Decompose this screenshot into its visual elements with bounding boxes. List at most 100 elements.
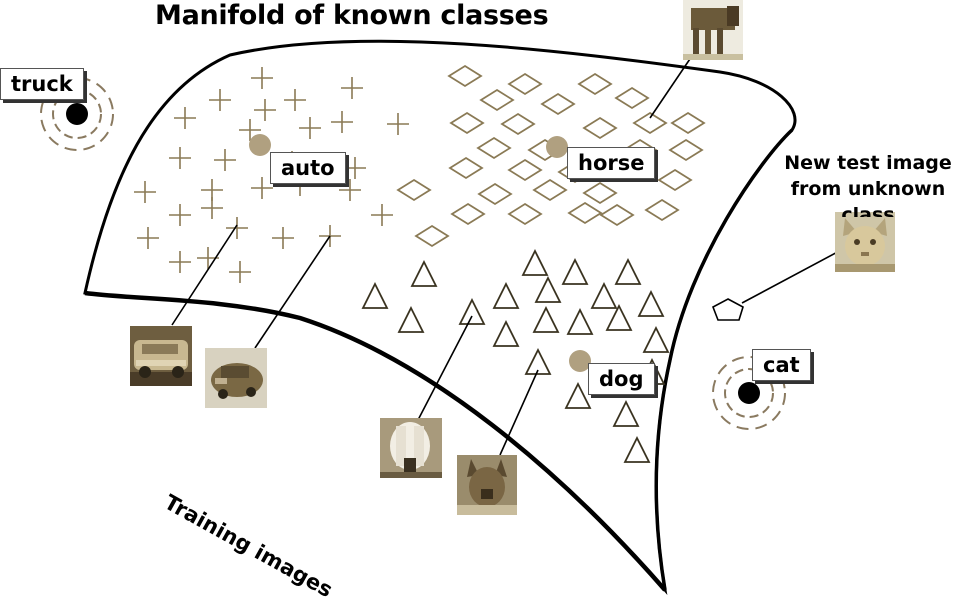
dog-photo-icon	[457, 455, 517, 515]
auto-sample-marker	[201, 197, 223, 219]
horse-sample-marker	[500, 112, 536, 136]
new-test-image-label: New test image from unknown class	[775, 150, 958, 217]
dog-sample-marker	[492, 319, 520, 347]
auto-markers	[134, 67, 409, 283]
dog-sample-marker	[623, 435, 651, 463]
new-test-line-1: New test image	[784, 152, 952, 174]
dog-sample-marker	[637, 289, 665, 317]
horse-sample-marker	[507, 72, 543, 96]
dog-sample-marker	[642, 325, 670, 353]
auto-sample-marker	[174, 107, 196, 129]
auto-sample-marker	[239, 119, 261, 141]
label-auto: auto	[270, 152, 346, 184]
dog-sample-marker	[561, 257, 589, 285]
dog-sample-marker	[458, 297, 486, 325]
auto-sample-marker	[344, 157, 366, 179]
dog-sample-marker	[534, 275, 562, 303]
auto-sample-marker	[299, 117, 321, 139]
auto-sample-marker	[169, 204, 191, 226]
horse-sample-marker	[614, 86, 650, 110]
horse-sample-marker	[540, 92, 576, 116]
dog-thumbnail-1	[380, 418, 442, 478]
new-test-line-2: from unknown	[790, 178, 946, 200]
horse-thumbnail	[683, 0, 743, 60]
auto-sample-marker	[169, 251, 191, 273]
horse-sample-marker	[479, 88, 515, 112]
manifold-front-edge	[84, 290, 667, 592]
auto-sample-marker	[254, 99, 276, 121]
horse-sample-marker	[450, 202, 486, 226]
horse-markers	[396, 64, 706, 248]
horse-sample-marker	[670, 111, 706, 135]
horse-sample-marker	[582, 116, 618, 140]
dog-sample-marker	[397, 305, 425, 333]
horse-sample-marker	[449, 111, 485, 135]
test-sample-pentagon	[711, 298, 744, 321]
dog-sample-marker	[566, 307, 594, 335]
dog-sample-marker	[614, 257, 642, 285]
auto-sample-marker	[371, 204, 393, 226]
dog-sample-marker	[532, 305, 560, 333]
horse-sample-marker	[577, 72, 613, 96]
label-dog: dog	[588, 363, 655, 395]
auto-thumbnail-2	[205, 348, 267, 408]
connector-unknown	[741, 247, 846, 304]
dog-sample-marker	[612, 399, 640, 427]
auto-sample-marker	[137, 227, 159, 249]
new-test-line-3: class	[841, 204, 895, 217]
horse-sample-marker	[644, 198, 680, 222]
dog-sample-marker	[590, 281, 618, 309]
horse-sample-marker	[396, 178, 432, 202]
auto-sample-marker	[134, 181, 156, 203]
auto-sample-marker	[214, 149, 236, 171]
dog-sample-marker	[564, 381, 592, 409]
auto-sample-marker	[387, 113, 409, 135]
cat-photo-icon	[835, 212, 895, 272]
horse-sample-marker	[477, 182, 513, 206]
auto-sample-marker	[209, 89, 231, 111]
car-photo-icon	[205, 348, 267, 408]
unknown-thumbnail	[835, 212, 895, 272]
dog-photo-icon	[380, 418, 442, 478]
horse-sample-marker	[599, 203, 635, 227]
horse-sample-marker	[476, 136, 512, 160]
auto-sample-marker	[339, 179, 361, 201]
horse-sample-marker	[507, 158, 543, 182]
auto-sample-marker	[169, 147, 191, 169]
dog-sample-marker	[524, 347, 552, 375]
horse-sample-marker	[507, 202, 543, 226]
auto-sample-marker	[251, 177, 273, 199]
manifold-right-edge	[654, 128, 794, 591]
connector-auto-2	[254, 235, 331, 349]
auto-sample-marker	[331, 111, 353, 133]
diagram-title: Manifold of known classes	[155, 0, 549, 31]
dog-sample-marker	[605, 303, 633, 331]
auto-sample-marker	[272, 227, 294, 249]
label-cat: cat	[752, 349, 811, 381]
dog-centroid	[569, 350, 591, 372]
cat-sample	[712, 356, 786, 430]
dog-sample-marker	[361, 281, 389, 309]
horse-sample-marker	[567, 201, 603, 225]
horse-sample-marker	[632, 111, 668, 135]
dog-markers	[361, 248, 670, 463]
label-horse: horse	[567, 147, 656, 179]
horse-centroid	[546, 136, 568, 158]
dog-sample-marker	[492, 281, 520, 309]
horse-sample-marker	[448, 156, 484, 180]
horse-sample-marker	[447, 64, 483, 88]
auto-centroid	[249, 134, 271, 156]
car-photo-icon	[130, 326, 192, 386]
dog-thumbnail-2	[457, 455, 517, 515]
horse-sample-marker	[532, 178, 568, 202]
horse-sample-marker	[414, 224, 450, 248]
auto-sample-marker	[229, 261, 251, 283]
connector-dog-1	[417, 315, 473, 421]
connector-horse	[649, 49, 697, 119]
horse-photo-icon	[683, 0, 743, 60]
auto-sample-marker	[284, 89, 306, 111]
horse-sample-marker	[582, 181, 618, 205]
horse-sample-marker	[668, 138, 704, 162]
